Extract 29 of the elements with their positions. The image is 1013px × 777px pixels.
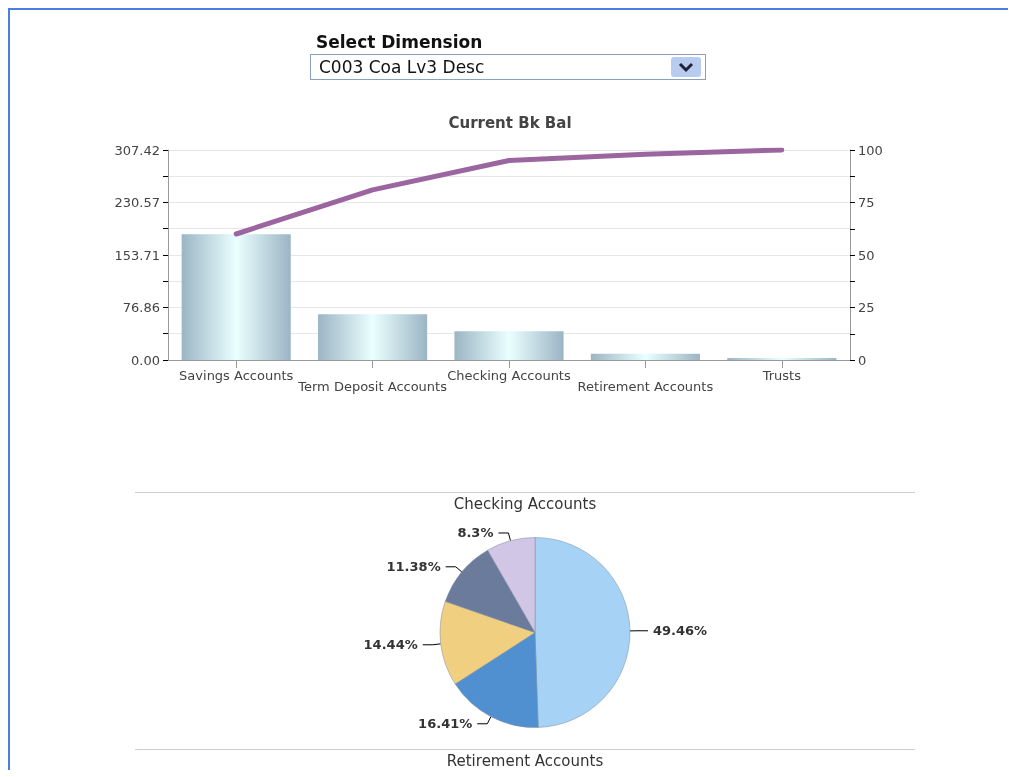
- y2-tick-label: 50: [858, 247, 875, 263]
- bar: [181, 234, 291, 360]
- y2-tick-label: 100: [858, 142, 883, 158]
- y-tick-label: 307.42: [114, 142, 160, 158]
- bar: [318, 314, 428, 360]
- text: Retirement Accounts: [445, 752, 605, 770]
- data-label: 14.44%: [363, 637, 418, 653]
- y2-tick-label: 25: [858, 300, 875, 315]
- dropdown-field: C003 Coa Lv3 Desc: [310, 54, 706, 80]
- x-tick-label: Checking Accounts: [447, 367, 571, 383]
- bar: [590, 353, 700, 360]
- y2-tick-label: 75: [858, 195, 875, 210]
- text: Select Dimension: [316, 32, 484, 52]
- x-tick-label: Savings Accounts: [179, 367, 294, 383]
- y-tick-label: 153.71: [114, 247, 160, 263]
- data-label: 8.3%: [457, 525, 494, 541]
- y-tick-label: 0.00: [131, 352, 160, 368]
- bar: [727, 357, 837, 360]
- data-label: 11.38%: [386, 559, 441, 575]
- data-label: 49.46%: [652, 623, 708, 639]
- y2-tick-label: 0: [858, 352, 867, 368]
- y-tick-label: 230.57: [114, 195, 160, 210]
- data-label: 16.41%: [418, 716, 473, 732]
- chart-title: Checking Accounts: [452, 495, 598, 513]
- chart-title: Current Bk Bal: [448, 113, 572, 132]
- x-tick-label: Term Deposit Accounts: [297, 378, 448, 394]
- y-tick-label: 76.86: [122, 300, 160, 315]
- bar: [454, 331, 564, 360]
- x-tick-label: Trusts: [761, 367, 802, 383]
